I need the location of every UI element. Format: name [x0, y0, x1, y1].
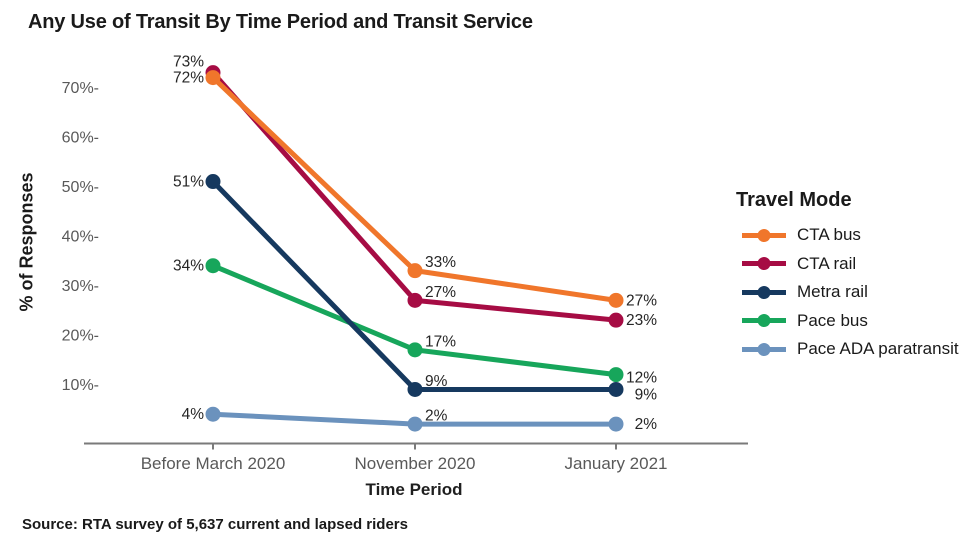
point-label: 2%	[425, 408, 448, 425]
legend-marker-icon	[742, 342, 786, 356]
point-label: 27%	[626, 292, 657, 309]
legend-title: Travel Mode	[736, 189, 852, 211]
legend-marker-icon	[742, 285, 786, 299]
point-label: 17%	[425, 333, 456, 350]
data-point-pace-bus	[205, 258, 221, 274]
series-line-pace-bus	[212, 263, 617, 378]
legend-item-label: CTA rail	[797, 253, 857, 273]
point-label: 34%	[173, 258, 204, 275]
data-point-pace-ada-paratransit	[608, 416, 624, 432]
x-tick-label: Before March 2020	[141, 454, 286, 473]
data-point-pace-ada-paratransit	[407, 416, 423, 432]
point-label: 73%	[173, 54, 204, 71]
data-point-cta-rail	[608, 312, 624, 328]
series-line-cta-rail	[211, 70, 617, 323]
data-point-metra-rail	[608, 381, 624, 397]
legend-item-pace-bus: Pace bus	[740, 307, 959, 336]
point-label: 72%	[173, 70, 204, 87]
x-tick-label: January 2021	[564, 454, 667, 473]
y-tick-label: 60%-	[62, 130, 99, 147]
data-point-metra-rail	[407, 381, 423, 397]
y-tick-label: 30%-	[62, 278, 99, 295]
data-point-pace-bus	[608, 367, 624, 383]
data-point-cta-bus	[407, 263, 423, 279]
data-point-cta-bus	[205, 70, 221, 86]
point-label: 2%	[635, 416, 658, 433]
point-label: 9%	[425, 373, 448, 390]
point-label: 12%	[626, 370, 657, 387]
y-tick-label: 10%-	[62, 377, 99, 394]
legend-item-pace-ada-paratransit: Pace ADA paratransit	[740, 335, 959, 364]
series-line-metra-rail	[211, 179, 616, 392]
point-label: 23%	[626, 312, 657, 329]
legend-marker-icon	[742, 314, 786, 328]
legend-item-label: Pace bus	[797, 310, 868, 330]
data-point-cta-bus	[608, 292, 624, 308]
data-point-pace-ada-paratransit	[205, 406, 221, 422]
y-tick-label: 40%-	[62, 229, 99, 246]
chart-title: Any Use of Transit By Time Period and Tr…	[28, 11, 533, 33]
point-label: 27%	[425, 284, 456, 301]
legend-item-label: CTA bus	[797, 225, 861, 245]
legend-item-cta-rail: CTA rail	[740, 250, 959, 279]
source-note: Source: RTA survey of 5,637 current and …	[22, 516, 408, 533]
legend-item-label: Pace ADA paratransit	[797, 339, 959, 359]
data-point-metra-rail	[205, 174, 221, 190]
x-tick-label: November 2020	[355, 454, 476, 473]
y-tick-label: 20%-	[62, 328, 99, 345]
data-point-pace-bus	[407, 342, 423, 358]
legend-item-metra-rail: Metra rail	[740, 278, 959, 307]
data-point-cta-rail	[407, 292, 423, 308]
x-axis-title: Time Period	[365, 480, 463, 499]
legend-item-cta-bus: CTA bus	[740, 221, 959, 250]
y-tick-label: 50%-	[62, 179, 99, 196]
legend-marker-icon	[742, 228, 786, 242]
legend: CTA bus CTA rail Metra rail Pace bus Pace AD…	[740, 221, 959, 364]
legend-marker-icon	[742, 257, 786, 271]
point-label: 9%	[635, 386, 658, 403]
point-label: 4%	[182, 406, 205, 423]
legend-item-label: Metra rail	[797, 282, 868, 302]
point-label: 33%	[425, 254, 456, 271]
point-label: 51%	[173, 174, 204, 191]
y-tick-label: 70%-	[62, 80, 99, 97]
